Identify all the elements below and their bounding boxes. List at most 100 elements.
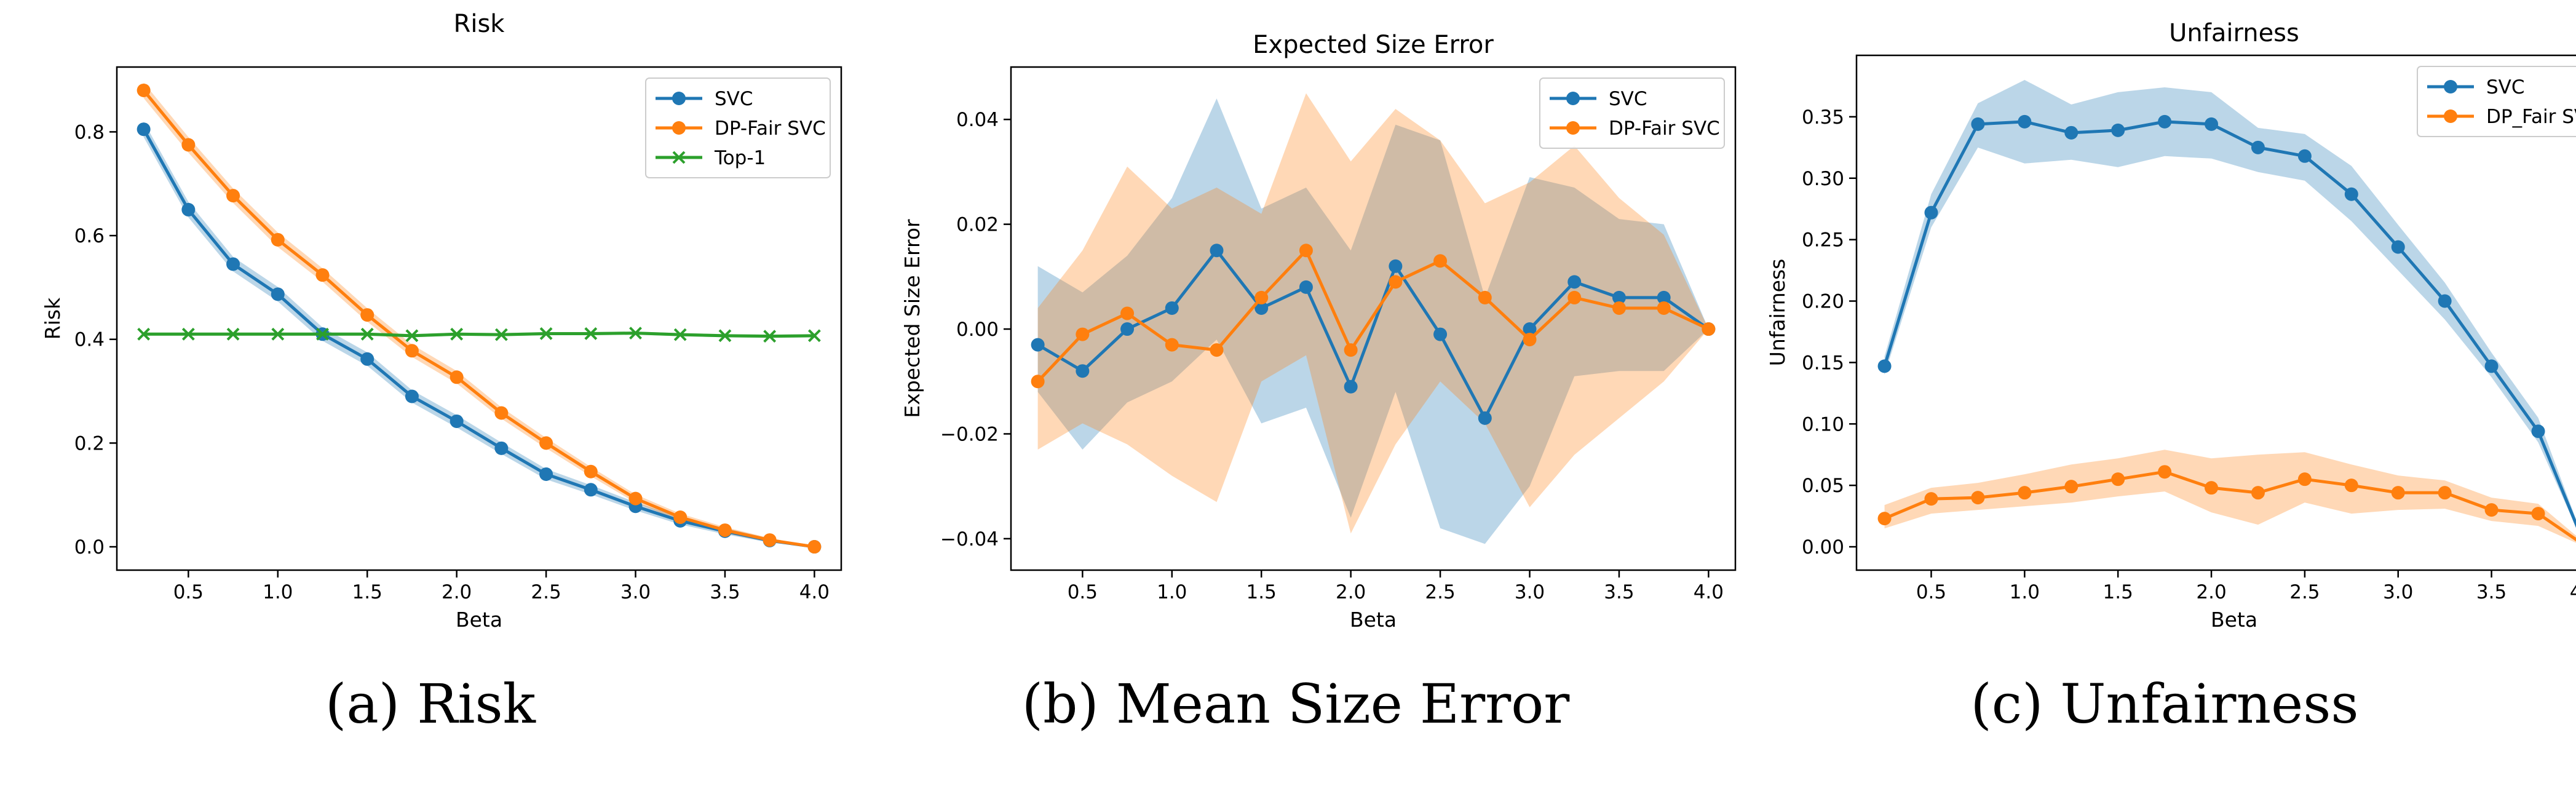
risk-svc-point	[450, 414, 464, 428]
risk-x-tick-label: 2.0	[442, 581, 472, 603]
size-error-svc-point	[1120, 322, 1135, 336]
risk-x-tick-label: 3.5	[710, 581, 740, 603]
unfairness-legend-label: DP_Fair SVC	[2486, 106, 2576, 128]
risk-chart-title: Risk	[454, 10, 505, 38]
size-error-svc-point	[1031, 338, 1045, 352]
size-error-dp-fair-svc-point	[1657, 301, 1671, 315]
size-error-svc-confidence-band	[1037, 98, 1709, 544]
risk-legend-marker	[672, 92, 686, 105]
unfairness-x-tick-label: 3.0	[2383, 581, 2413, 603]
size-error-svc-point	[1299, 280, 1313, 294]
size-error-svc-point	[1254, 301, 1269, 315]
unfairness-y-tick-label: 0.20	[1802, 291, 1844, 313]
risk-x-tick-label: 1.0	[263, 581, 293, 603]
unfairness-svc-point	[1971, 117, 1985, 131]
risk-legend-box	[645, 77, 831, 178]
unfairness-chart-title: Unfairness	[2169, 19, 2299, 47]
unfairness-dp-fair-svc-point	[2111, 472, 2125, 486]
unfairness-dp-fair-svc-point	[2064, 480, 2079, 494]
risk-top-1-point	[360, 327, 374, 341]
risk-dp-fair-svc-point	[226, 189, 240, 203]
unfairness-svc-point	[2297, 149, 2312, 163]
size-error-y-tick-label: 0.02	[956, 214, 999, 236]
risk-x-tick-label: 3.0	[620, 581, 651, 603]
size-error-x-tick-label: 0.5	[1068, 581, 1098, 603]
risk-y-tick-label: 0.6	[74, 225, 105, 247]
risk-dp-fair-svc-point	[718, 523, 732, 538]
unfairness-svc-point	[1924, 205, 1938, 220]
unfairness-dp-fair-svc-line	[1884, 470, 2576, 542]
risk-y-tick-label: 0.2	[74, 432, 105, 455]
risk-svc-point	[181, 202, 196, 216]
unfairness-dp-fair-svc-point	[2531, 507, 2545, 521]
unfairness-svc-point	[2344, 187, 2358, 201]
unfairness-svc-point	[2111, 123, 2125, 137]
risk-dp-fair-svc-point	[628, 491, 643, 506]
size-error-svc-point	[1389, 259, 1403, 273]
size-error-legend-label: DP-Fair SVC	[1609, 117, 1720, 140]
size-error-x-tick-label: 3.0	[1515, 581, 1545, 603]
size-error-y-tick-label: 0.00	[956, 319, 999, 341]
size-error-svc-point	[1210, 244, 1224, 258]
size-error-y-axis-label: Expected Size Error	[900, 219, 924, 418]
unfairness-svc-point	[2531, 424, 2545, 439]
unfairness-svc-line	[1883, 120, 2576, 528]
risk-dp-fair-svc-point	[137, 83, 151, 97]
risk-dp-fair-svc-point	[405, 344, 419, 358]
risk-chart-panel: Risk 0.5 1.0 1.5 2.0 2.5 3.0 3.5 4.0 0.0 0.2 0.4 0.…	[41, 10, 842, 736]
risk-top-1-point	[763, 330, 777, 343]
risk-dp-fair-svc-point	[494, 406, 509, 420]
size-error-dp-fair-svc-point	[1433, 254, 1448, 268]
unfairness-svc-point	[2158, 114, 2172, 129]
unfairness-x-tick-label: 4.0	[2570, 581, 2576, 603]
risk-dp-fair-svc-point	[763, 533, 777, 547]
size-error-x-tick-label: 2.0	[1336, 581, 1366, 603]
risk-dp-fair-svc-point	[360, 308, 375, 322]
unfairness-svc-point	[2251, 140, 2265, 154]
risk-y-tick-label: 0.8	[74, 121, 105, 143]
risk-caption: (a) Risk	[325, 672, 536, 736]
unfairness-y-tick-label: 0.25	[1802, 229, 1844, 252]
size-error-svc-line	[1037, 248, 1710, 420]
unfairness-legend-marker	[2444, 109, 2457, 123]
size-error-x-tick-label: 4.0	[1694, 581, 1724, 603]
size-error-y-tick-label: 0.04	[956, 109, 999, 131]
risk-y-axis-label: Risk	[41, 297, 65, 339]
risk-x-tick-label: 2.5	[531, 581, 561, 603]
risk-x-axis-label: Beta	[456, 608, 502, 632]
unfairness-dp-fair-svc-point	[1877, 512, 1892, 526]
risk-svc-point	[271, 287, 285, 301]
size-error-dp-fair-svc-point	[1076, 327, 1090, 341]
size-error-legend: SVC DP-Fair SVC	[1539, 77, 1725, 149]
risk-svc-point	[584, 483, 598, 497]
risk-dp-fair-svc-point	[181, 138, 196, 152]
unfairness-legend-box	[2417, 66, 2576, 137]
unfairness-y-tick-label: 0.30	[1802, 168, 1844, 190]
risk-y-tick-label: 0.4	[74, 329, 105, 351]
unfairness-svc-point	[2438, 294, 2452, 308]
risk-dp-fair-svc-line	[142, 89, 815, 549]
size-error-x-axis-label: Beta	[1350, 608, 1397, 632]
unfairness-x-tick-label: 1.5	[2103, 581, 2133, 603]
size-error-dp-fair-svc-point	[1165, 338, 1179, 352]
risk-legend-label: Top-1	[714, 147, 766, 169]
size-error-dp-fair-svc-point	[1389, 275, 1403, 289]
risk-legend-marker	[672, 121, 686, 135]
risk-top-1-point	[718, 329, 732, 343]
risk-top-1-point	[629, 327, 642, 340]
unfairness-x-tick-label: 0.5	[1916, 581, 1946, 603]
unfairness-y-tick-label: 0.05	[1802, 475, 1844, 497]
size-error-svc-point	[1612, 290, 1626, 304]
risk-dp-fair-svc-point	[271, 232, 285, 247]
unfairness-x-tick-label: 2.5	[2289, 581, 2320, 603]
risk-dp-fair-svc-point	[584, 464, 598, 478]
risk-dp-fair-svc-point	[807, 540, 822, 554]
size-error-svc-point	[1165, 301, 1179, 315]
risk-legend-label: SVC	[715, 88, 753, 110]
unfairness-dp-fair-svc-point	[1971, 491, 1985, 505]
risk-plot-frame	[116, 66, 842, 571]
unfairness-x-tick-label: 3.5	[2476, 581, 2507, 603]
unfairness-svc-point	[2064, 125, 2079, 140]
unfairness-svc-point	[1877, 359, 1892, 373]
